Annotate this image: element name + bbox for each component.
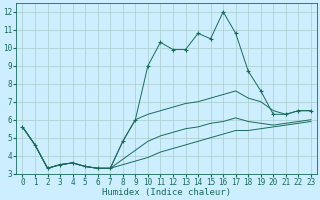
X-axis label: Humidex (Indice chaleur): Humidex (Indice chaleur)	[102, 188, 231, 197]
